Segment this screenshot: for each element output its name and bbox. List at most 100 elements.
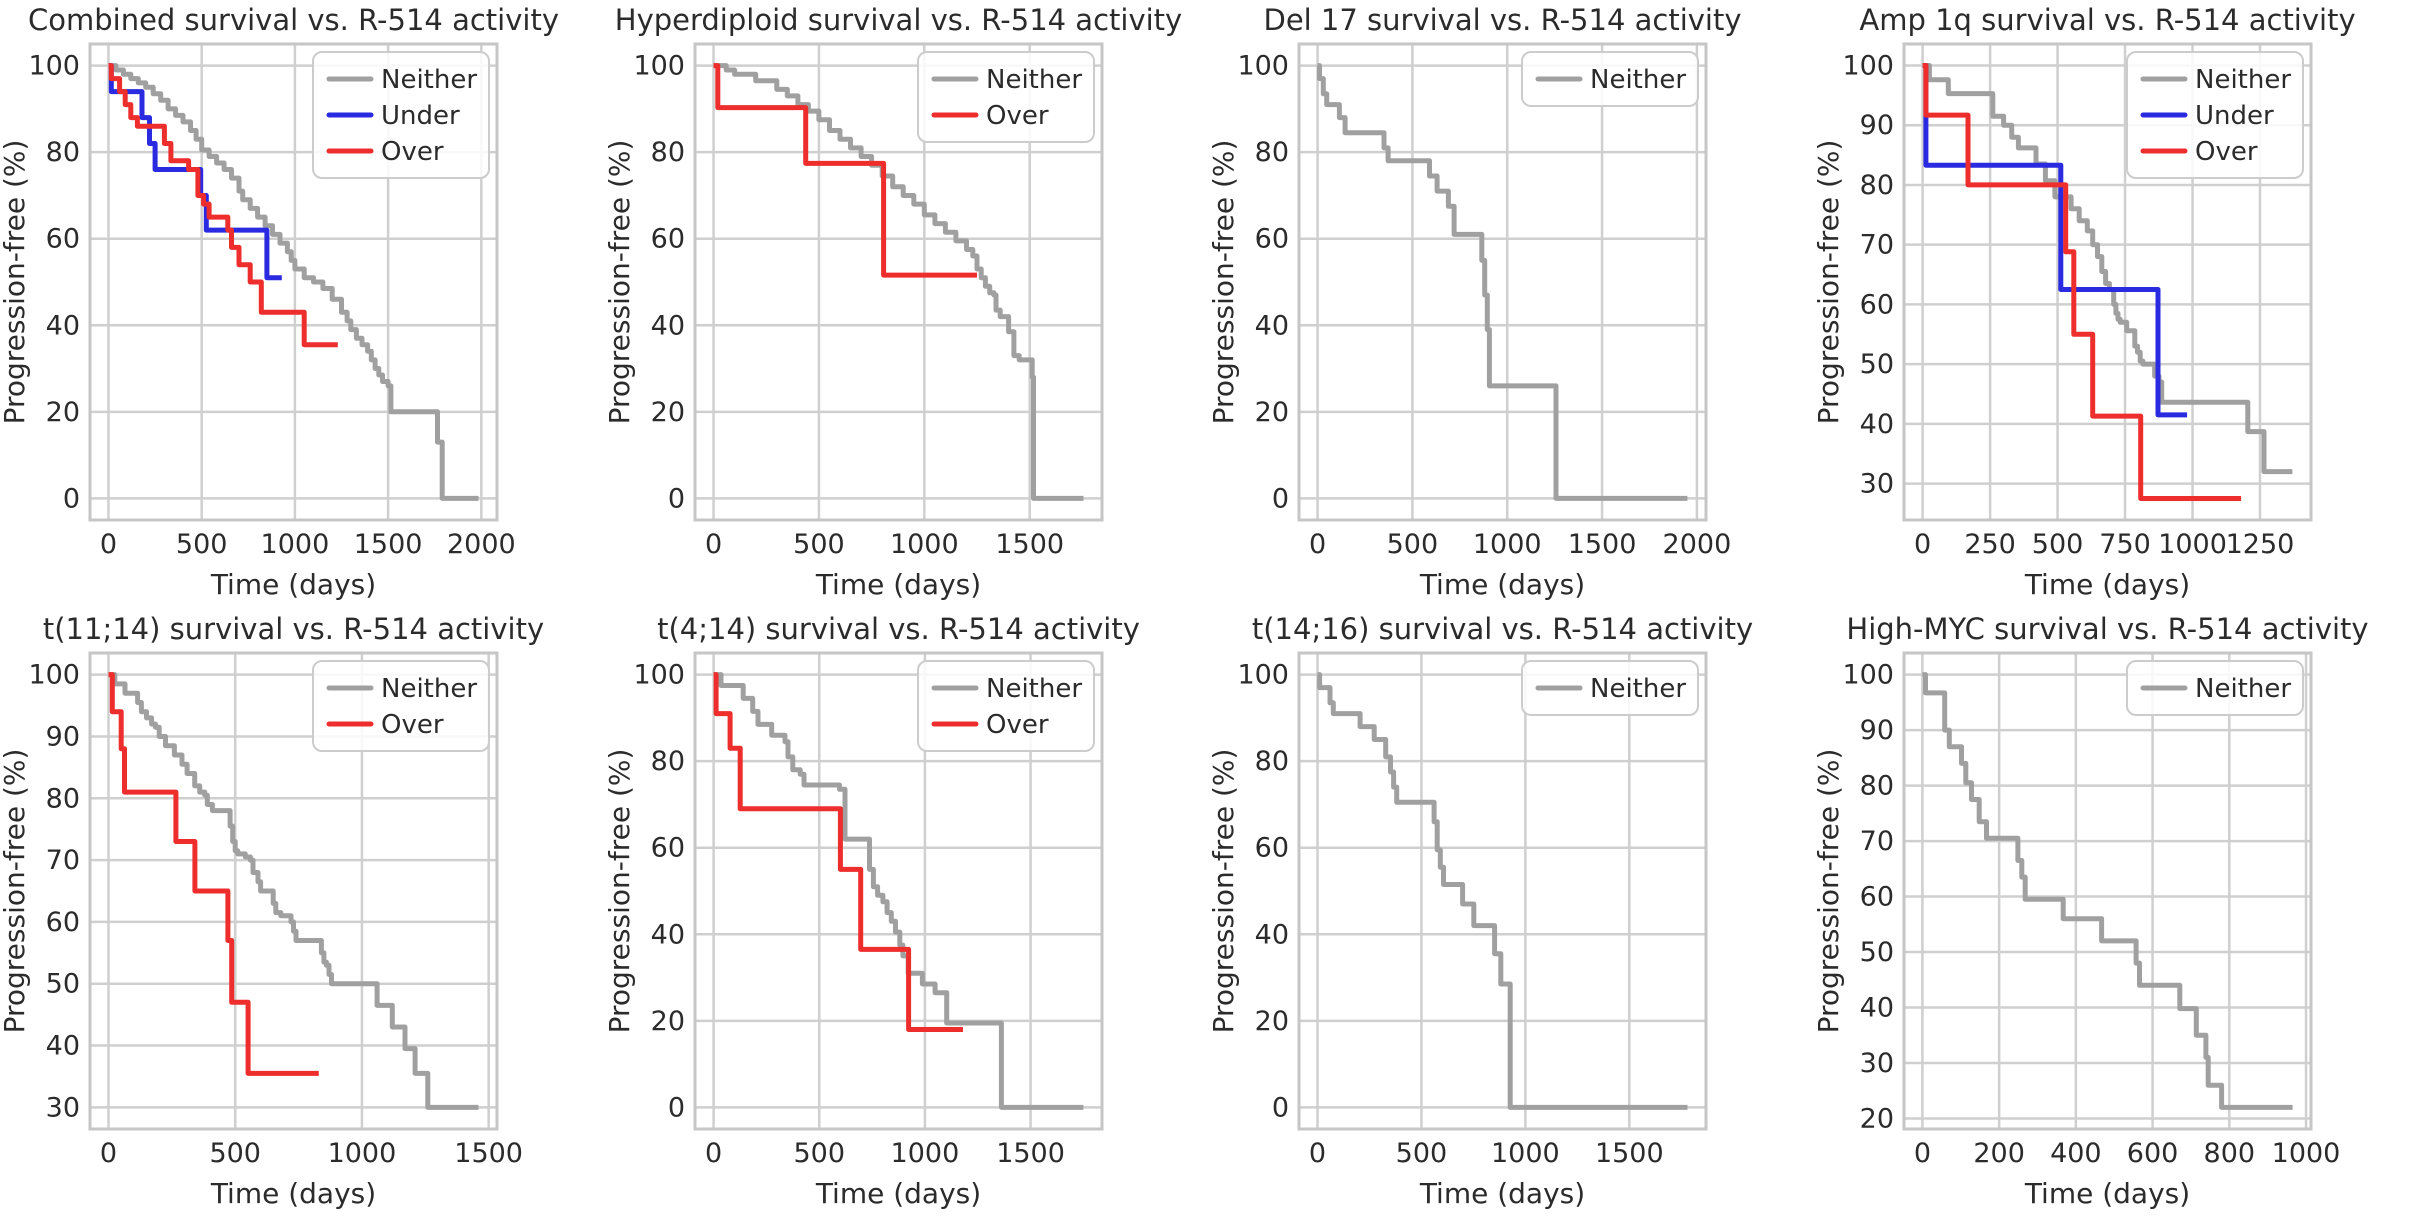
x-axis-label: Time (days) (2023, 1177, 2189, 1210)
legend-label-over: Over (986, 101, 1049, 131)
y-tick-label: 60 (650, 224, 684, 255)
x-axis-label: Time (days) (814, 568, 980, 601)
x-tick-label: 1000 (2158, 529, 2227, 560)
y-tick-label: 60 (1255, 833, 1289, 864)
x-tick-label: 0 (1309, 1138, 1326, 1169)
y-tick-label: 80 (46, 137, 80, 168)
axes-border (88, 651, 499, 1131)
y-tick-label: 40 (1859, 993, 1893, 1024)
y-tick-label: 20 (650, 1006, 684, 1037)
legend-label-over: Over (2195, 137, 2258, 167)
y-tick-label: 100 (633, 51, 685, 82)
y-tick-label: 40 (46, 310, 80, 341)
x-axis-label: Time (days) (814, 1177, 980, 1210)
y-tick-label: 80 (650, 137, 684, 168)
y-tick-label: 80 (1255, 137, 1289, 168)
y-tick-label: 80 (650, 746, 684, 777)
legend-label-neither: Neither (1590, 65, 1686, 95)
subplot-title: High-MYC survival vs. R-514 activity (1846, 612, 2368, 646)
series-line-neither (1317, 63, 1688, 501)
legend-label-under: Under (2195, 101, 2274, 131)
y-tick-label: 100 (1842, 660, 1894, 691)
y-axis-label: Progression-free (%) (0, 140, 31, 425)
x-tick-label: 1500 (454, 1138, 523, 1169)
series-line-neither (1922, 63, 2292, 475)
y-tick-label: 50 (1859, 937, 1893, 968)
x-tick-label: 200 (1973, 1138, 2025, 1169)
subplot-2: Hyperdiploid survival vs. R-514 activity… (605, 3, 1182, 601)
legend-box (2125, 660, 2304, 716)
y-tick-label: 60 (1859, 289, 1893, 320)
legend-label-over: Over (381, 710, 444, 740)
legend-label-neither: Neither (381, 674, 477, 704)
x-axis-label: Time (days) (1419, 1177, 1585, 1210)
legend-label-neither: Neither (986, 65, 1082, 95)
y-axis-label: Progression-free (%) (1209, 749, 1240, 1034)
x-tick-label: 2000 (1663, 529, 1732, 560)
series-line-neither (1317, 672, 1688, 1110)
y-tick-label: 40 (46, 1031, 80, 1062)
x-tick-label: 0 (100, 529, 117, 560)
y-tick-label: 20 (1859, 1103, 1893, 1134)
axes-border (693, 42, 1103, 522)
x-tick-label: 0 (1913, 1138, 1930, 1169)
y-tick-label: 70 (46, 845, 80, 876)
y-tick-label: 60 (1859, 882, 1893, 913)
legend: Neither Over (312, 660, 490, 752)
y-axis-label: Progression-free (%) (605, 140, 636, 425)
x-tick-label: 0 (705, 1138, 722, 1169)
x-tick-label: 500 (793, 1138, 845, 1169)
x-tick-label: 1500 (1568, 529, 1637, 560)
y-tick-label: 40 (650, 919, 684, 950)
legend-box (916, 51, 1095, 143)
legend: Neither Under Over (312, 51, 490, 179)
axes-border (88, 42, 499, 522)
x-tick-label: 0 (100, 1138, 117, 1169)
subplot-title: t(14;16) survival vs. R-514 activity (1252, 612, 1753, 646)
subplot-title: Combined survival vs. R-514 activity (28, 3, 559, 37)
x-axis-label: Time (days) (2023, 568, 2189, 601)
legend: Neither Over (916, 51, 1095, 143)
legend-box (1521, 660, 1699, 716)
x-tick-label: 1000 (1491, 1138, 1560, 1169)
y-axis-label: Progression-free (%) (0, 749, 31, 1034)
legend-box (2125, 51, 2304, 179)
y-tick-label: 30 (1859, 469, 1893, 500)
subplot-title: t(4;14) survival vs. R-514 activity (657, 612, 1140, 646)
y-tick-label: 20 (650, 397, 684, 428)
x-tick-label: 500 (176, 529, 228, 560)
y-tick-label: 20 (1255, 1006, 1289, 1037)
y-tick-label: 80 (46, 783, 80, 814)
subplot-8: High-MYC survival vs. R-514 activity 0 200… (1814, 612, 2369, 1210)
series-line-under (108, 63, 282, 281)
y-tick-label: 60 (1255, 224, 1289, 255)
x-tick-label: 0 (1309, 529, 1326, 560)
y-tick-label: 40 (650, 310, 684, 341)
y-axis-label: Progression-free (%) (1814, 749, 1845, 1034)
y-tick-label: 100 (1237, 51, 1289, 82)
subplot-5: t(11;14) survival vs. R-514 activity 0 500… (0, 612, 544, 1210)
x-tick-label: 600 (2126, 1138, 2178, 1169)
subplot-4: Amp 1q survival vs. R-514 activity 0 250 50… (1814, 3, 2356, 601)
legend-box (312, 51, 490, 179)
axes-border (693, 651, 1103, 1131)
legend: Neither (1521, 51, 1699, 107)
legend-label-neither: Neither (2195, 674, 2291, 704)
y-tick-label: 50 (1859, 349, 1893, 380)
legend: Neither (2125, 660, 2304, 716)
axes-border (1902, 42, 2312, 522)
x-tick-label: 2000 (447, 529, 516, 560)
legend-label-under: Under (381, 101, 460, 131)
legend-label-neither: Neither (986, 674, 1082, 704)
x-axis-label: Time (days) (1419, 568, 1585, 601)
x-tick-label: 0 (704, 529, 721, 560)
legend-label-neither: Neither (1590, 674, 1686, 704)
legend-label-neither: Neither (2195, 65, 2291, 95)
subplot-7: t(14;16) survival vs. R-514 activity 0 500… (1209, 612, 1753, 1210)
legend: Neither Over (916, 660, 1095, 752)
legend-box (312, 660, 490, 752)
y-tick-label: 70 (1859, 230, 1893, 261)
x-tick-label: 1000 (890, 1138, 959, 1169)
x-tick-label: 1500 (354, 529, 423, 560)
